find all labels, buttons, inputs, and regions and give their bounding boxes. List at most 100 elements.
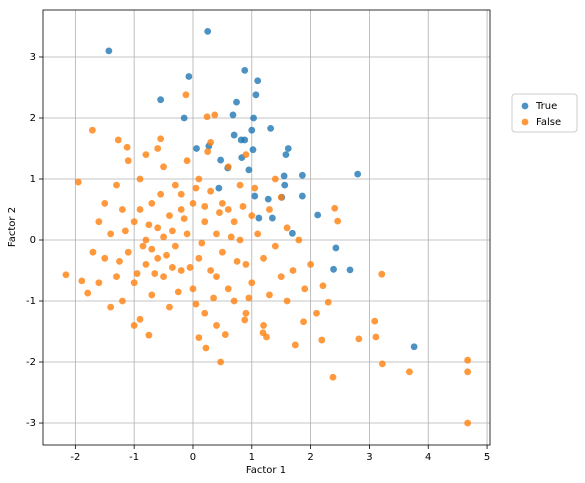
- point: [201, 218, 209, 226]
- point: [151, 270, 159, 277]
- point: [195, 254, 203, 262]
- point: [332, 244, 340, 252]
- point: [282, 151, 290, 158]
- y-tick-label: -2: [26, 357, 36, 368]
- point: [101, 200, 109, 207]
- point: [160, 163, 167, 171]
- point: [207, 187, 215, 195]
- point: [124, 157, 132, 165]
- point: [185, 73, 193, 80]
- point: [154, 224, 162, 232]
- point: [145, 331, 153, 339]
- point: [123, 143, 131, 151]
- point: [207, 267, 215, 274]
- point: [89, 248, 97, 256]
- point: [324, 298, 332, 306]
- point: [295, 236, 303, 244]
- point: [277, 273, 285, 281]
- point: [464, 356, 472, 364]
- y-tick-label: -1: [26, 296, 36, 307]
- point: [211, 111, 219, 119]
- point: [204, 27, 212, 35]
- point: [233, 98, 240, 106]
- point: [213, 230, 220, 238]
- point: [142, 151, 150, 158]
- point: [95, 218, 103, 226]
- point: [266, 291, 273, 299]
- point: [242, 151, 250, 158]
- point: [330, 265, 337, 273]
- point: [251, 192, 259, 200]
- point: [216, 209, 223, 216]
- point: [283, 224, 291, 232]
- point: [329, 373, 337, 381]
- plot-frame: [42, 9, 491, 446]
- point: [346, 266, 354, 274]
- point: [288, 229, 296, 237]
- point: [84, 289, 92, 297]
- point: [180, 114, 188, 122]
- point: [217, 156, 225, 164]
- y-tick-label: 1: [30, 174, 36, 185]
- point: [277, 193, 285, 201]
- point: [78, 277, 86, 285]
- point: [378, 360, 386, 368]
- point: [354, 170, 362, 178]
- point: [136, 315, 144, 323]
- point: [177, 206, 185, 213]
- point: [217, 358, 225, 366]
- x-tick-label: 4: [425, 452, 431, 463]
- point: [89, 126, 96, 134]
- point: [195, 175, 203, 183]
- point: [198, 239, 206, 247]
- point: [307, 261, 315, 268]
- point: [157, 96, 165, 104]
- x-tick-label: 1: [249, 452, 255, 463]
- point: [148, 245, 156, 253]
- point: [230, 297, 238, 305]
- point: [248, 279, 256, 287]
- point: [202, 344, 210, 352]
- point: [215, 184, 223, 192]
- point: [154, 254, 162, 262]
- point: [160, 273, 167, 281]
- point: [95, 279, 103, 287]
- point: [241, 316, 249, 324]
- legend-label: True: [535, 101, 557, 112]
- point: [130, 218, 138, 226]
- point: [180, 215, 188, 223]
- point: [195, 334, 203, 342]
- point: [157, 135, 165, 143]
- point: [236, 236, 244, 244]
- point: [298, 171, 306, 179]
- point: [142, 261, 150, 268]
- point: [241, 66, 249, 74]
- point: [271, 175, 279, 183]
- series-1: [62, 91, 472, 427]
- point: [121, 227, 129, 235]
- point: [210, 294, 217, 302]
- plot-area: -2 -1 0 1 2 3 4 5 -3 -2 -1 0 1 2 3: [26, 9, 491, 463]
- point: [142, 236, 150, 244]
- point: [166, 303, 173, 311]
- point: [130, 279, 138, 287]
- point: [139, 242, 147, 250]
- point: [224, 285, 232, 293]
- y-tick-label: 2: [30, 113, 36, 124]
- point: [298, 192, 306, 200]
- point: [218, 200, 226, 207]
- point: [177, 190, 185, 198]
- point: [319, 282, 327, 290]
- point: [114, 136, 122, 144]
- point: [160, 233, 167, 241]
- point: [259, 329, 267, 337]
- point: [406, 368, 413, 376]
- point: [464, 419, 472, 427]
- point: [268, 214, 276, 222]
- point: [267, 124, 275, 132]
- point: [203, 113, 211, 121]
- point: [186, 264, 194, 271]
- legend-marker: [521, 102, 529, 110]
- point: [213, 273, 220, 281]
- point: [62, 271, 70, 279]
